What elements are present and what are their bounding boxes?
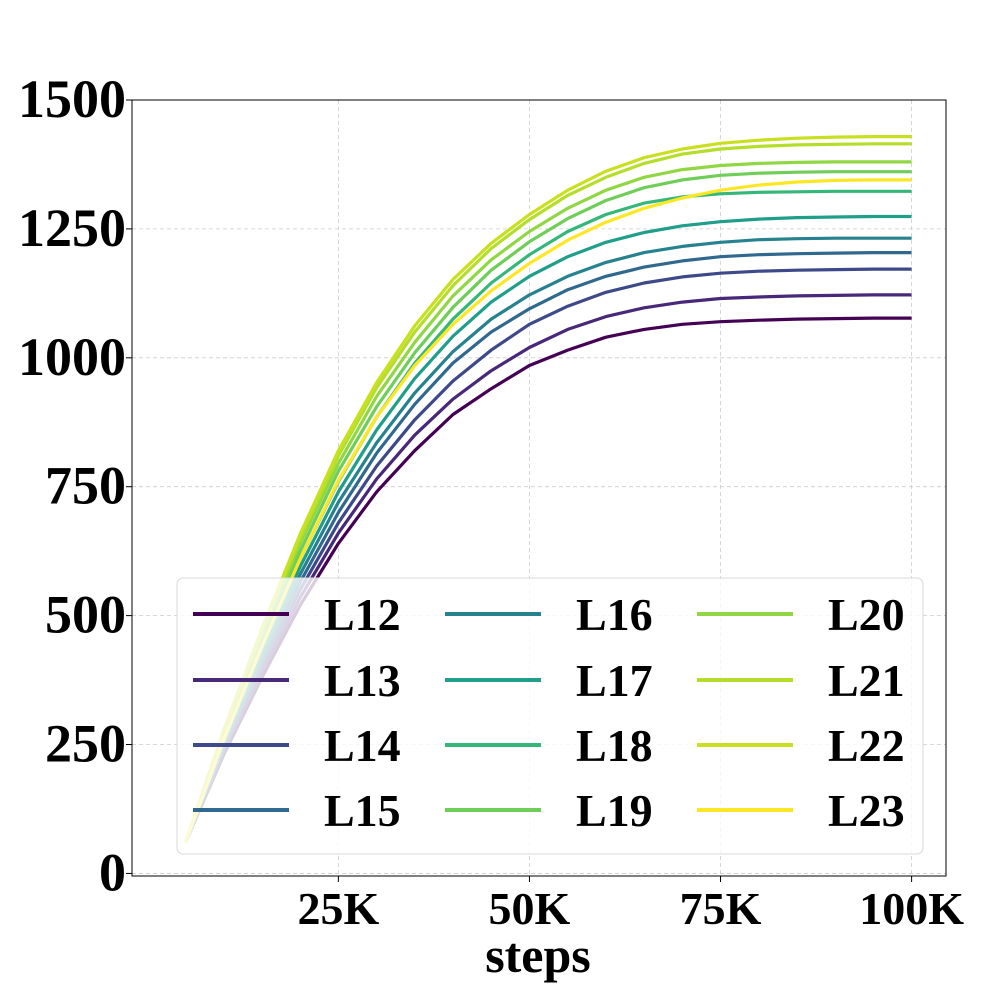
legend-label-l22: L22 bbox=[828, 720, 905, 771]
axis-ticks: 0 250 500 750 1000 1250 1500 25K 50K 75K 100K bbox=[18, 69, 964, 934]
legend-label-l14: L14 bbox=[324, 720, 401, 771]
legend-label-l21: L21 bbox=[828, 655, 905, 706]
legend: L12 L13 L14 L15 L16 L17 L18 L19 L20 L21 L22 L23 bbox=[176, 577, 924, 855]
plot-frame bbox=[131, 99, 947, 877]
legend-label-l23: L23 bbox=[828, 785, 905, 836]
legend-label-l13: L13 bbox=[324, 655, 401, 706]
y-tick-label: 500 bbox=[45, 585, 126, 645]
legend-box bbox=[176, 577, 924, 855]
y-tick-label: 1250 bbox=[18, 198, 126, 258]
series-line-l17 bbox=[184, 214, 912, 844]
x-tick-label: 75K bbox=[680, 883, 762, 934]
series-line-l22 bbox=[183, 135, 912, 844]
legend-label-l18: L18 bbox=[576, 720, 653, 771]
y-tick-label: 250 bbox=[45, 714, 126, 774]
series-line-l16 bbox=[184, 236, 912, 844]
y-tick-label: 0 bbox=[99, 842, 126, 902]
legend-label-l15: L15 bbox=[324, 785, 401, 836]
legend-label-l16: L16 bbox=[576, 589, 653, 640]
y-tick-label: 1500 bbox=[18, 69, 126, 129]
series-line-l19 bbox=[183, 170, 912, 844]
y-tick-label: 750 bbox=[45, 456, 126, 516]
series-line-l21 bbox=[183, 142, 912, 844]
x-tick-label: 50K bbox=[489, 883, 571, 934]
x-tick-label: 25K bbox=[297, 883, 379, 934]
x-axis-label: steps bbox=[485, 927, 591, 983]
x-tick-label: 100K bbox=[859, 883, 964, 934]
series-line-l20 bbox=[183, 160, 912, 844]
series-line-l15 bbox=[184, 251, 912, 844]
series-lines bbox=[183, 135, 912, 844]
legend-label-l19: L19 bbox=[576, 785, 653, 836]
legend-label-l20: L20 bbox=[828, 589, 905, 640]
y-tick-label: 1000 bbox=[18, 327, 126, 387]
legend-label-l12: L12 bbox=[324, 589, 401, 640]
series-line-l23 bbox=[184, 178, 912, 844]
legend-label-l17: L17 bbox=[576, 655, 653, 706]
